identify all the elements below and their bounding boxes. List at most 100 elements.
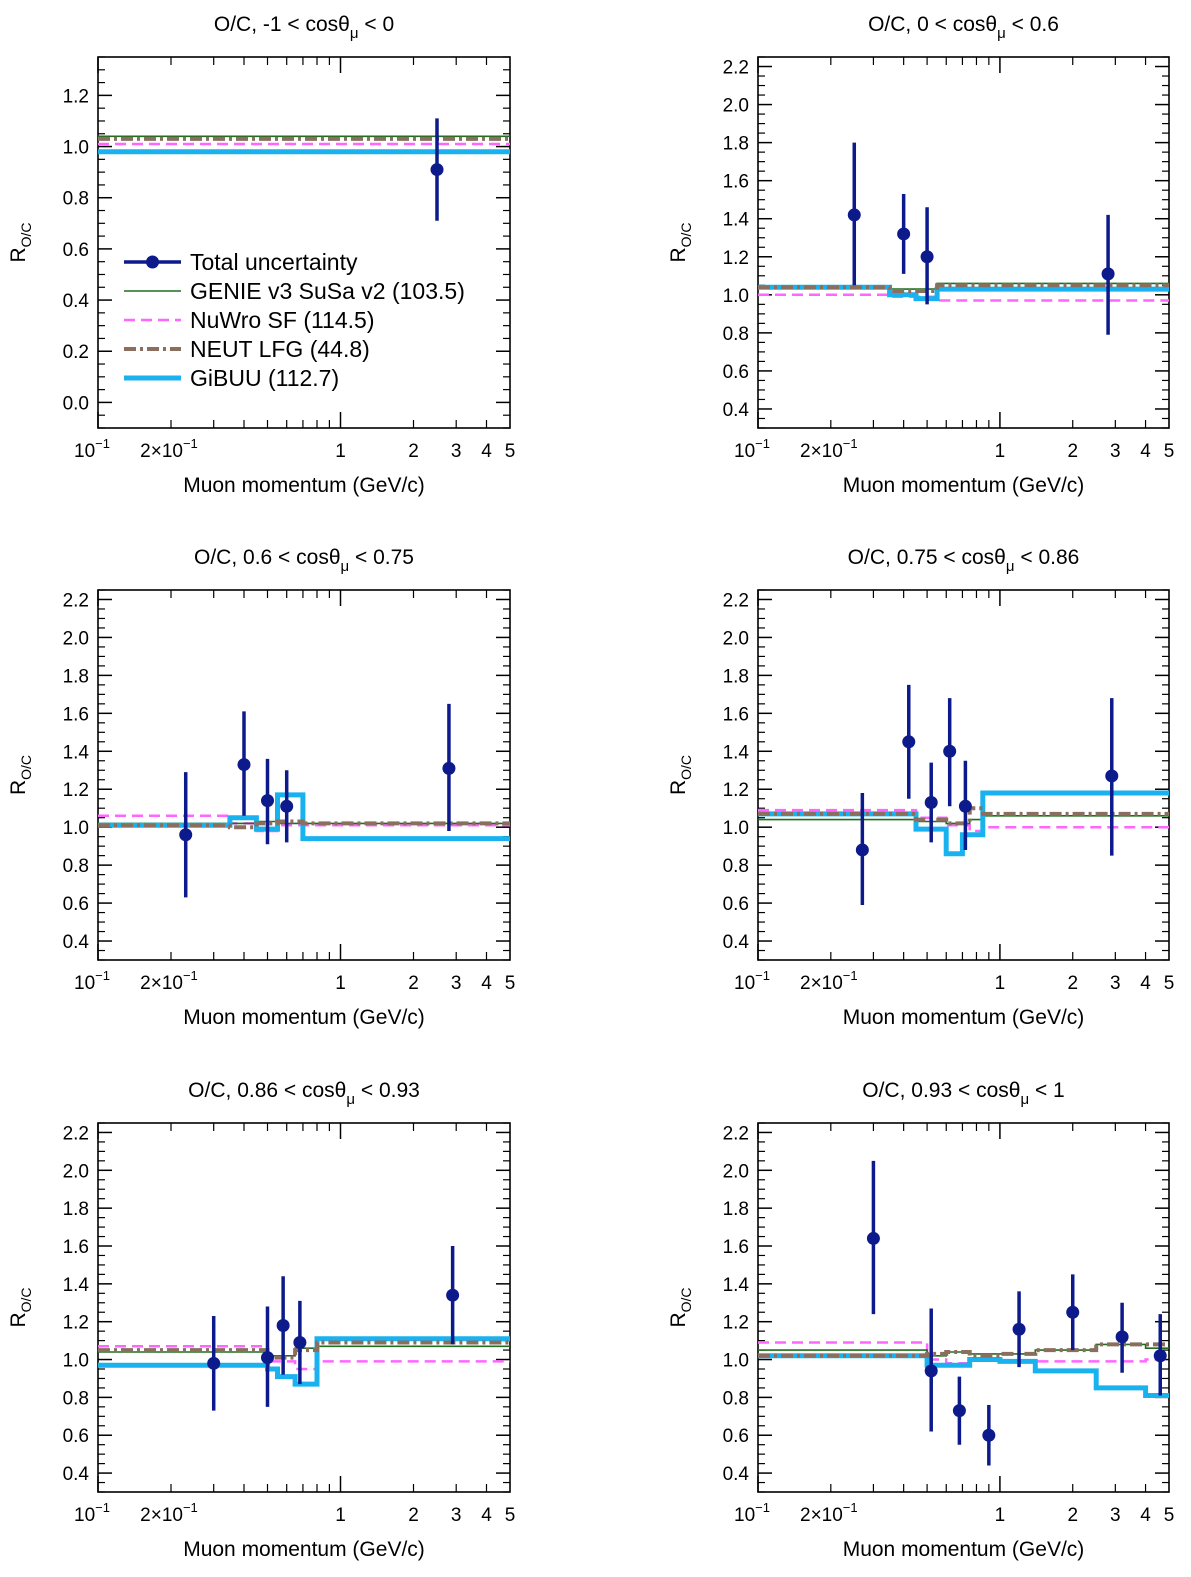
y-axis-label: RO/C (667, 222, 694, 262)
data-point (1115, 1330, 1129, 1344)
title-range-high: 0 (382, 13, 394, 36)
x-tick-base: 1 (995, 441, 1006, 462)
x-tick-base: 2×10 (800, 441, 843, 462)
title-prefix: O/C, (194, 546, 243, 569)
data-point (280, 799, 294, 813)
x-tick-base: 2 (1067, 441, 1078, 462)
x-axis-label: Muon momentum (GeV/c) (183, 474, 425, 497)
y-tick-label: 1.2 (63, 780, 89, 801)
model-curves (758, 1341, 1169, 1398)
y-axis-label-sub: O/C (678, 1287, 694, 1312)
x-tick-base: 10 (74, 973, 95, 994)
legend-label: GENIE v3 SuSa v2 (103.5) (190, 278, 465, 304)
y-tick-label: 1.6 (723, 1237, 749, 1258)
x-tick-label: 2 (408, 973, 419, 994)
legend-label: GiBUU (112.7) (190, 365, 339, 391)
y-tick-label: 2.2 (63, 1123, 89, 1144)
title-op: < (938, 546, 962, 569)
panel-title: O/C, 0.75 < cosθμ < 0.86 (848, 546, 1080, 575)
model-curves (98, 135, 510, 155)
y-axis-label-sub: O/C (18, 1287, 34, 1312)
y-tick-label: 1.8 (63, 666, 89, 687)
y-tick-label: 0.8 (723, 856, 749, 877)
x-tick-label: 1 (335, 441, 346, 462)
y-tick-label: 1.2 (723, 1313, 749, 1334)
model-curves (758, 282, 1169, 302)
x-tick-base: 2 (408, 1505, 419, 1526)
title-range-low: -1 (263, 13, 282, 36)
x-tick-base: 4 (481, 1505, 492, 1526)
y-tick-label: 1.4 (723, 742, 750, 763)
x-tick-base: 4 (481, 973, 492, 994)
y-tick-label: 1.6 (723, 172, 749, 193)
plot-frame (97, 1122, 511, 1493)
y-tick-label: 1.6 (723, 704, 749, 725)
x-tick-base: 2×10 (140, 441, 183, 462)
x-tick-base: 1 (335, 1505, 346, 1526)
y-axis-label-sub: O/C (678, 755, 694, 780)
x-tick-base: 2 (408, 973, 419, 994)
panel-title: O/C, 0.86 < cosθμ < 0.93 (188, 1079, 420, 1108)
title-cos: cosθ (976, 1079, 1020, 1102)
x-tick-label: 4 (1140, 1505, 1151, 1526)
y-tick-label: 1.4 (63, 1275, 90, 1296)
x-tick-base: 4 (481, 441, 492, 462)
panel-title: O/C, 0 < cosθμ < 0.6 (868, 13, 1059, 42)
x-tick-base: 5 (1164, 1505, 1175, 1526)
y-axis-label-main: R (7, 780, 30, 795)
y-tick-label: 0.4 (63, 932, 90, 953)
y-axis-label-main: R (7, 247, 30, 262)
y-tick-label: 0.2 (63, 342, 89, 363)
x-tick-label: 2×10−1 (140, 1500, 198, 1526)
x-tick-base: 3 (451, 973, 462, 994)
y-tick-label: 0.4 (63, 291, 90, 312)
title-range-high: 0.93 (379, 1079, 420, 1102)
x-tick-exponent: −1 (843, 436, 858, 451)
model-line-neut (98, 819, 510, 830)
plot-frame (757, 56, 1170, 429)
data-point (1012, 1322, 1026, 1336)
x-tick-label: 10−1 (734, 1500, 770, 1526)
x-tick-base: 4 (1140, 973, 1151, 994)
y-axis-label: RO/C (7, 222, 34, 262)
title-cos: cosθ (962, 546, 1006, 569)
y-tick-label: 0.8 (63, 856, 89, 877)
x-tick-base: 3 (1110, 441, 1121, 462)
x-tick-base: 2 (1067, 973, 1078, 994)
y-tick-label: 0.8 (723, 324, 749, 345)
y-tick-label: 1.4 (63, 742, 90, 763)
y-tick-label: 2.0 (63, 1161, 89, 1182)
data-point (866, 1231, 880, 1245)
x-tick-exponent: −1 (755, 968, 770, 983)
data-point (943, 744, 957, 758)
title-op: < (929, 13, 953, 36)
x-tick-base: 2×10 (800, 973, 843, 994)
plot-frame (757, 1122, 1170, 1493)
x-tick-label: 3 (1110, 441, 1121, 462)
x-tick-base: 10 (734, 1505, 755, 1526)
title-range-low: 0.86 (237, 1079, 278, 1102)
x-tick-label: 2 (1067, 1505, 1078, 1526)
title-cos: cosθ (953, 13, 997, 36)
x-tick-label: 10−1 (734, 436, 770, 462)
x-tick-base: 1 (335, 441, 346, 462)
x-tick-label: 2×10−1 (140, 968, 198, 994)
x-tick-exponent: −1 (95, 436, 110, 451)
plot-frame (757, 589, 1170, 961)
model-line-neut (758, 1342, 1169, 1358)
x-tick-label: 1 (995, 441, 1006, 462)
data-point (430, 163, 444, 177)
y-tick-label: 0.8 (63, 189, 89, 210)
x-tick-label: 2 (1067, 441, 1078, 462)
title-op: < (355, 1079, 379, 1102)
x-tick-base: 1 (995, 973, 1006, 994)
x-tick-label: 2×10−1 (140, 436, 198, 462)
y-tick-label: 0.8 (63, 1388, 89, 1409)
y-axis-label-sub: O/C (18, 755, 34, 780)
data-point (1066, 1305, 1080, 1319)
title-mu-subscript: μ (1020, 1091, 1029, 1108)
title-cos: cosθ (302, 1079, 346, 1102)
x-tick-base: 3 (1110, 1505, 1121, 1526)
x-tick-base: 2×10 (140, 1505, 183, 1526)
y-tick-label: 2.2 (723, 1123, 749, 1144)
